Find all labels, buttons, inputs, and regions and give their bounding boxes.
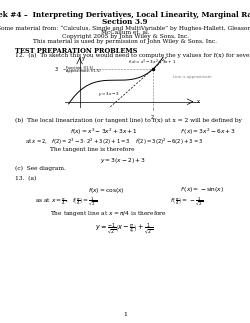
Text: The tangent line at $x = \pi/4$ is therefore: The tangent line at $x = \pi/4$ is there… [50,209,167,218]
Text: TEST PREPARATION PROBLEMS: TEST PREPARATION PROBLEMS [15,47,138,55]
Text: Line is approximate: Line is approximate [173,75,211,79]
Text: 12.  (a)  To sketch this you would need to compute the y values for f(x) for sev: 12. (a) To sketch this you would need to… [15,52,250,57]
Text: $f'(x) = -\sin(x)$: $f'(x) = -\sin(x)$ [180,186,224,195]
Text: Week #4 –  Interpreting Derivatives, Local Linearity, Marginal Rates: Week #4 – Interpreting Derivatives, Loca… [0,11,250,19]
Text: $f(x) = x^3 - 3x^2 + 3x + 1$: $f(x) = x^3 - 3x^2 + 3x + 1$ [70,127,138,137]
Text: Some material from: “Calculus, Single and MultiVariable” by Hughes-Hallett, Glea: Some material from: “Calculus, Single an… [0,25,250,31]
Text: (c)  See diagram.: (c) See diagram. [15,165,66,171]
Text: $f(x) = \cos(x)$: $f(x) = \cos(x)$ [88,186,124,195]
Text: 1: 1 [123,312,127,317]
Text: $f(x)=x^3-3x^2+3x+1$: $f(x)=x^3-3x^2+3x+1$ [128,57,177,67]
Text: at $x = 2$,   $f(2) = 2^3 - 3 \cdot 2^2 + 3(2) + 1 = 3$    $f\'(2) = 3(2)^2 - 6(: at $x = 2$, $f(2) = 2^3 - 3 \cdot 2^2 + … [25,136,203,147]
Text: $y = 3(x - 2) + 3$: $y = 3(x - 2) + 3$ [100,156,146,165]
Text: This material is used by permission of John Wiley & Sons, Inc.: This material is used by permission of J… [33,39,217,44]
Text: x: x [197,99,200,104]
Text: The tangent line is therefore: The tangent line is therefore [50,147,134,152]
Text: $y = \frac{-1}{\sqrt{2}}\left(x - \frac{\pi}{4}\right) + \frac{1}{\sqrt{2}}$: $y = \frac{-1}{\sqrt{2}}\left(x - \frac{… [95,222,154,237]
Text: $f'(x) = 3x^2 - 6x + 3$: $f'(x) = 3x^2 - 6x + 3$ [180,127,236,137]
Text: Copyright 2005 by John Wiley & Sons, Inc.: Copyright 2005 by John Wiley & Sons, Inc… [62,34,188,39]
Text: (b)  The local linearization (or tangent line) to f(x) at x = 2 will be defined : (b) The local linearization (or tangent … [15,117,242,122]
Text: Approximate: f(1.5): Approximate: f(1.5) [66,69,100,73]
Text: 13.  (a): 13. (a) [15,176,36,181]
Text: Function: f(1.5): Function: f(1.5) [66,66,93,70]
Text: y: y [82,56,84,61]
Text: Section 3.9: Section 3.9 [102,18,148,26]
Text: McCallum et. al.: McCallum et. al. [101,30,149,35]
Text: $f'\!\left(\frac{\pi}{4}\right) = -\frac{1}{\sqrt{2}}$: $f'\!\left(\frac{\pi}{4}\right) = -\frac… [170,196,203,208]
Text: $y=3x-3$: $y=3x-3$ [98,90,120,98]
Text: as at $x = \frac{\pi}{4}$,   $f\!\left(\frac{\pi}{4}\right) = \frac{1}{\sqrt{2}}: as at $x = \frac{\pi}{4}$, $f\!\left(\fr… [35,196,97,208]
